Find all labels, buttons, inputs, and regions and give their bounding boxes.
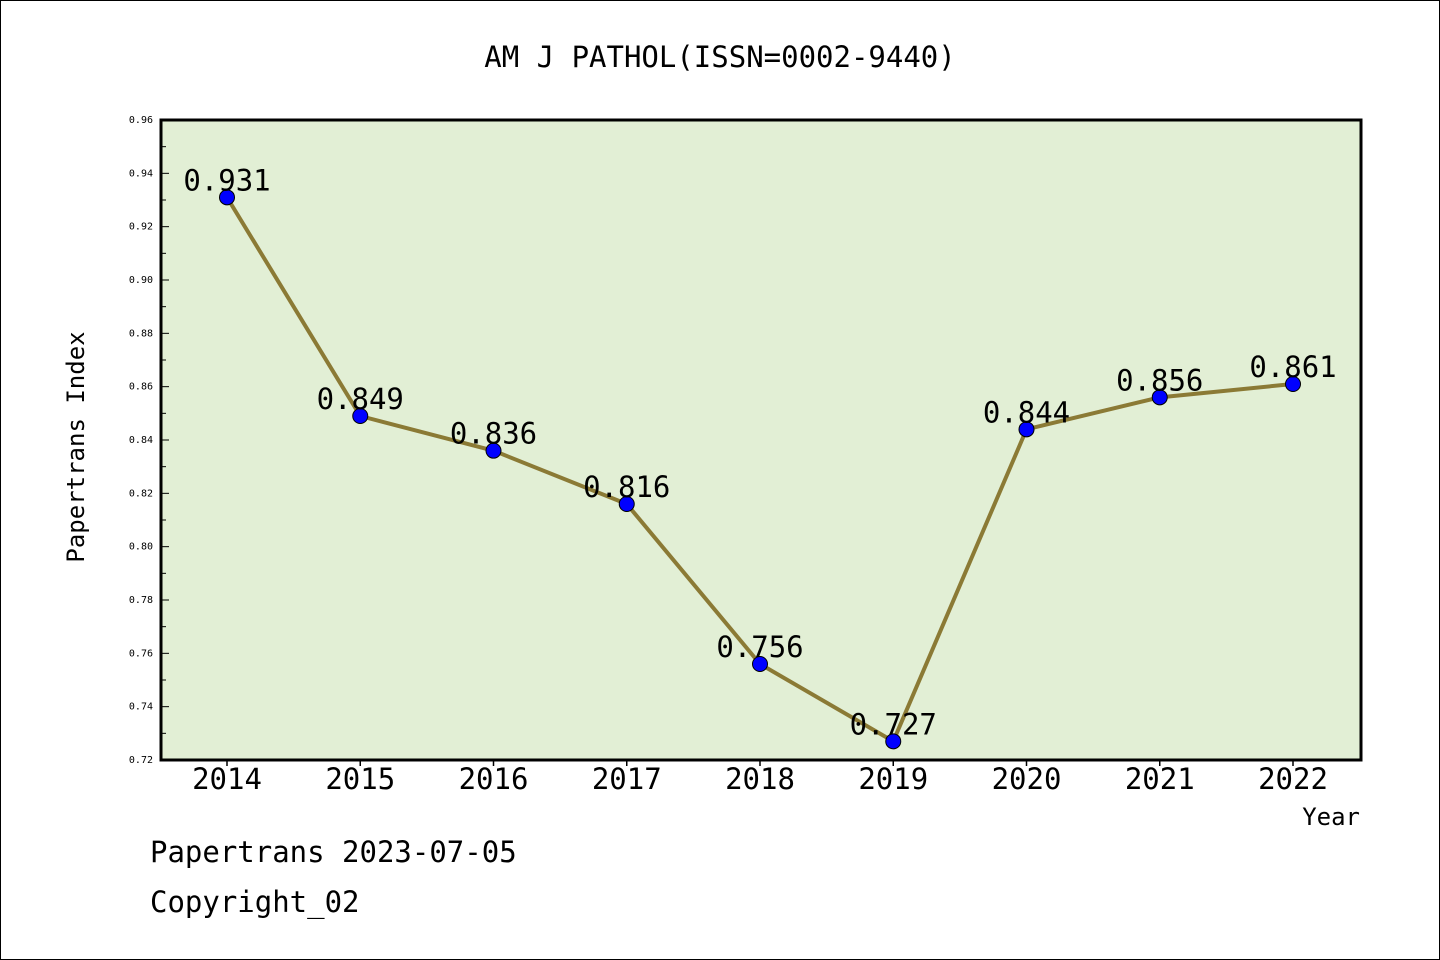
x-tick-label: 2018 bbox=[725, 762, 795, 796]
x-tick-label: 2015 bbox=[325, 762, 395, 796]
y-tick-label: 0.96 bbox=[129, 115, 153, 126]
x-tick-label: 2021 bbox=[1125, 762, 1195, 796]
y-tick-label: 0.76 bbox=[129, 648, 153, 659]
footer-date-text: Papertrans 2023-07-05 bbox=[150, 835, 517, 869]
y-tick-label: 0.90 bbox=[129, 275, 153, 286]
data-label: 0.844 bbox=[983, 395, 1070, 429]
data-label: 0.861 bbox=[1249, 350, 1336, 384]
y-tick-label: 0.84 bbox=[129, 435, 153, 446]
data-label: 0.727 bbox=[850, 707, 937, 741]
y-tick-label: 0.94 bbox=[129, 168, 153, 179]
data-label: 0.756 bbox=[716, 630, 803, 664]
x-tick-label: 2014 bbox=[192, 762, 262, 796]
data-point bbox=[1151, 389, 1168, 406]
data-label: 0.836 bbox=[450, 417, 537, 451]
data-point bbox=[885, 733, 902, 750]
x-tick-label: 2022 bbox=[1258, 762, 1328, 796]
x-tick-label: 2020 bbox=[992, 762, 1062, 796]
data-point bbox=[618, 496, 635, 512]
data-label: 0.849 bbox=[317, 382, 404, 416]
y-tick-label: 0.78 bbox=[129, 595, 153, 606]
y-tick-label: 0.92 bbox=[129, 222, 153, 233]
y-tick-label: 0.74 bbox=[129, 702, 153, 713]
data-point bbox=[1285, 376, 1301, 392]
copyright-text: Copyright_02 bbox=[150, 885, 360, 919]
x-tick-label: 2019 bbox=[858, 762, 928, 796]
plot-area bbox=[161, 120, 1361, 760]
data-point bbox=[752, 656, 768, 672]
data-label: 0.931 bbox=[183, 163, 270, 197]
data-point bbox=[219, 189, 235, 206]
chart-title: AM J PATHOL(ISSN=0002-9440) bbox=[484, 40, 955, 74]
data-label: 0.856 bbox=[1116, 363, 1203, 397]
x-tick-label: 2016 bbox=[459, 762, 529, 796]
y-tick-label: 0.72 bbox=[129, 755, 153, 766]
y-tick-label: 0.86 bbox=[129, 382, 153, 393]
x-axis-label: Year bbox=[1302, 803, 1360, 831]
y-tick-label: 0.88 bbox=[129, 328, 153, 339]
y-tick-label: 0.82 bbox=[129, 488, 153, 499]
data-point bbox=[1018, 421, 1035, 438]
plot-border bbox=[159, 118, 1363, 762]
x-tick-label: 2017 bbox=[592, 762, 662, 796]
y-axis-label: Papertrans Index bbox=[62, 331, 90, 562]
data-point bbox=[352, 408, 369, 424]
y-tick-label: 0.80 bbox=[129, 542, 153, 553]
data-label: 0.816 bbox=[583, 470, 670, 504]
data-point bbox=[485, 442, 502, 459]
